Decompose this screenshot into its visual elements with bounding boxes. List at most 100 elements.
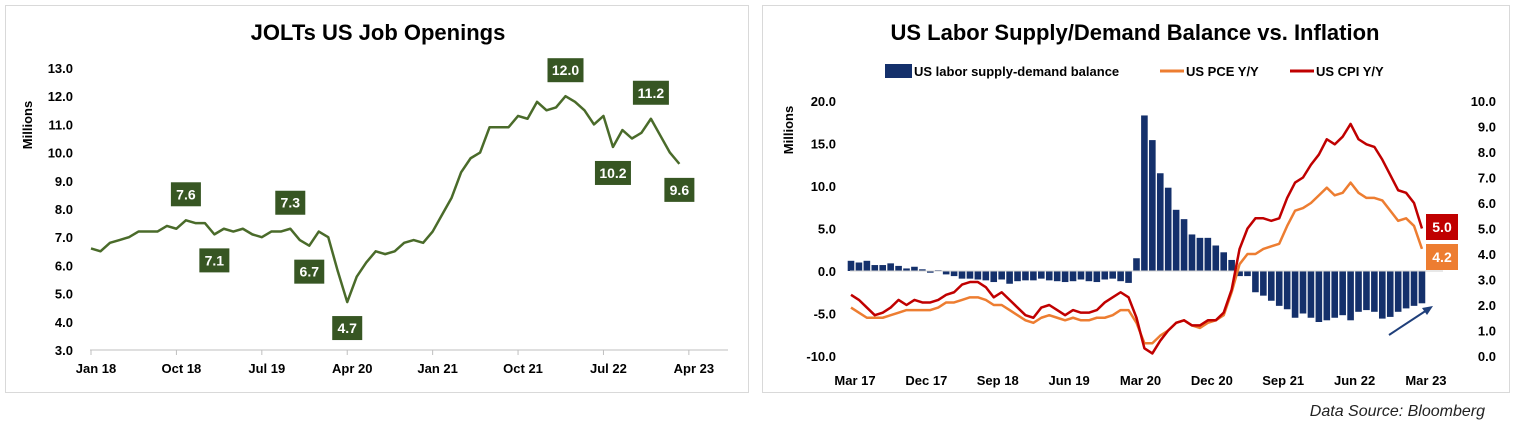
balance-bar — [919, 269, 926, 271]
balance-bar — [1299, 271, 1307, 314]
balance-bar — [1315, 271, 1323, 322]
balance-bar — [1402, 271, 1410, 309]
balance-bar — [1101, 271, 1109, 280]
balance-bar — [1030, 271, 1037, 281]
balance-bar — [1220, 252, 1228, 271]
balance-bar — [903, 268, 910, 271]
balance-bar — [1188, 234, 1196, 271]
balance-bar — [974, 271, 982, 280]
data-label-box — [594, 160, 631, 185]
right-y-tick-label: 7.0 — [1478, 171, 1496, 186]
balance-bar — [1038, 271, 1045, 279]
right-y-tick-label: 6.0 — [1478, 196, 1496, 211]
left-y-tick-label: -5.0 — [814, 307, 836, 322]
data-label-box — [275, 190, 306, 215]
data-label: 7.6 — [176, 186, 196, 202]
legend-label-pce: US PCE Y/Y — [1186, 64, 1259, 79]
balance-bar — [1379, 271, 1386, 319]
cpi-end-label-box — [1426, 214, 1458, 240]
balance-bar — [998, 271, 1005, 280]
balance-bar — [1386, 271, 1394, 317]
balance-bar — [879, 265, 887, 271]
cpi-line — [850, 122, 1424, 355]
balance-bar — [863, 260, 871, 271]
balance-bar — [1252, 271, 1259, 293]
right-y-tick-label: 0.0 — [1478, 349, 1496, 364]
left-y-tick-label: 20.0 — [811, 94, 836, 109]
balance-bar — [1339, 271, 1346, 316]
balance-bar — [1347, 271, 1354, 321]
balance-bar — [1244, 271, 1251, 277]
balance-bar — [1275, 271, 1283, 306]
right-y-tick-label: 8.0 — [1478, 145, 1496, 160]
balance-bar — [1228, 259, 1235, 271]
legend-label-balance: US labor supply-demand balance — [914, 64, 1119, 79]
x-tick-label: Sep 21 — [1262, 373, 1304, 388]
x-tick-label: Jul 19 — [248, 361, 285, 376]
y-tick-label: 10.0 — [48, 146, 73, 161]
balance-bar — [855, 262, 863, 271]
left-y-tick-label: 15.0 — [811, 137, 836, 152]
balance-bar — [1236, 271, 1243, 277]
x-tick-label: Jul 22 — [590, 361, 627, 376]
balance-bar — [927, 271, 934, 273]
y-tick-label: 9.0 — [55, 174, 73, 189]
x-tick-label: Apr 23 — [674, 361, 714, 376]
right-y-tick-label: 3.0 — [1478, 273, 1496, 288]
balance-bar — [1053, 271, 1061, 282]
data-source-note: Data Source: Bloomberg — [1309, 403, 1485, 420]
balance-bar — [1085, 271, 1093, 282]
balance-bar — [1323, 271, 1331, 321]
x-tick-label: Mar 23 — [1405, 373, 1446, 388]
data-label: 6.7 — [300, 264, 320, 280]
data-label: 7.3 — [281, 195, 301, 211]
x-tick-label: Sep 18 — [977, 373, 1019, 388]
data-label: 7.1 — [205, 252, 225, 268]
balance-bar — [1014, 271, 1021, 282]
y-tick-label: 11.0 — [48, 117, 73, 132]
x-tick-label: Jun 22 — [1334, 373, 1375, 388]
balance-bar — [1022, 271, 1029, 281]
balance-bar — [1061, 271, 1069, 283]
trend-arrowhead-icon — [1422, 306, 1433, 315]
pce-end-label-box — [1426, 244, 1458, 270]
balance-bar — [911, 266, 918, 271]
balance-bar — [847, 260, 855, 271]
labor-y-axis-label: Millions — [781, 106, 796, 154]
balance-bar — [1164, 187, 1172, 271]
balance-bar — [1355, 271, 1362, 312]
data-label-box — [664, 177, 695, 202]
data-label-box — [294, 259, 325, 284]
x-tick-label: Oct 21 — [503, 361, 543, 376]
labor-chart-title: US Labor Supply/Demand Balance vs. Infla… — [891, 20, 1380, 45]
x-tick-label: Jan 18 — [76, 361, 116, 376]
y-tick-label: 4.0 — [55, 315, 73, 330]
trend-arrow-icon — [1388, 309, 1428, 336]
balance-bar — [1196, 237, 1204, 271]
balance-bar — [1394, 271, 1402, 312]
job-openings-line — [90, 94, 681, 304]
y-tick-label: 6.0 — [55, 258, 73, 273]
balance-bar — [895, 265, 902, 271]
y-tick-label: 8.0 — [55, 202, 73, 217]
balance-bar — [1291, 271, 1299, 318]
balance-bar — [1045, 271, 1053, 281]
balance-bar — [1006, 271, 1013, 284]
jolts-chart-title: JOLTs US Job Openings — [251, 20, 506, 45]
balance-bar — [1418, 271, 1426, 304]
balance-bar — [1371, 271, 1378, 312]
left-y-tick-label: 0.0 — [818, 264, 836, 279]
data-label-box — [632, 80, 669, 105]
balance-bar — [1093, 271, 1101, 283]
right-y-tick-label: 9.0 — [1478, 120, 1496, 135]
balance-bar — [942, 271, 950, 275]
balance-bar — [1267, 271, 1275, 301]
balance-bar — [1260, 271, 1267, 296]
cpi-end-label: 5.0 — [1432, 219, 1452, 235]
y-tick-label: 7.0 — [55, 230, 73, 245]
balance-bar — [871, 265, 879, 271]
x-tick-label: Jan 21 — [417, 361, 457, 376]
legend-swatch-balance — [885, 64, 912, 78]
balance-bar — [1283, 271, 1291, 310]
